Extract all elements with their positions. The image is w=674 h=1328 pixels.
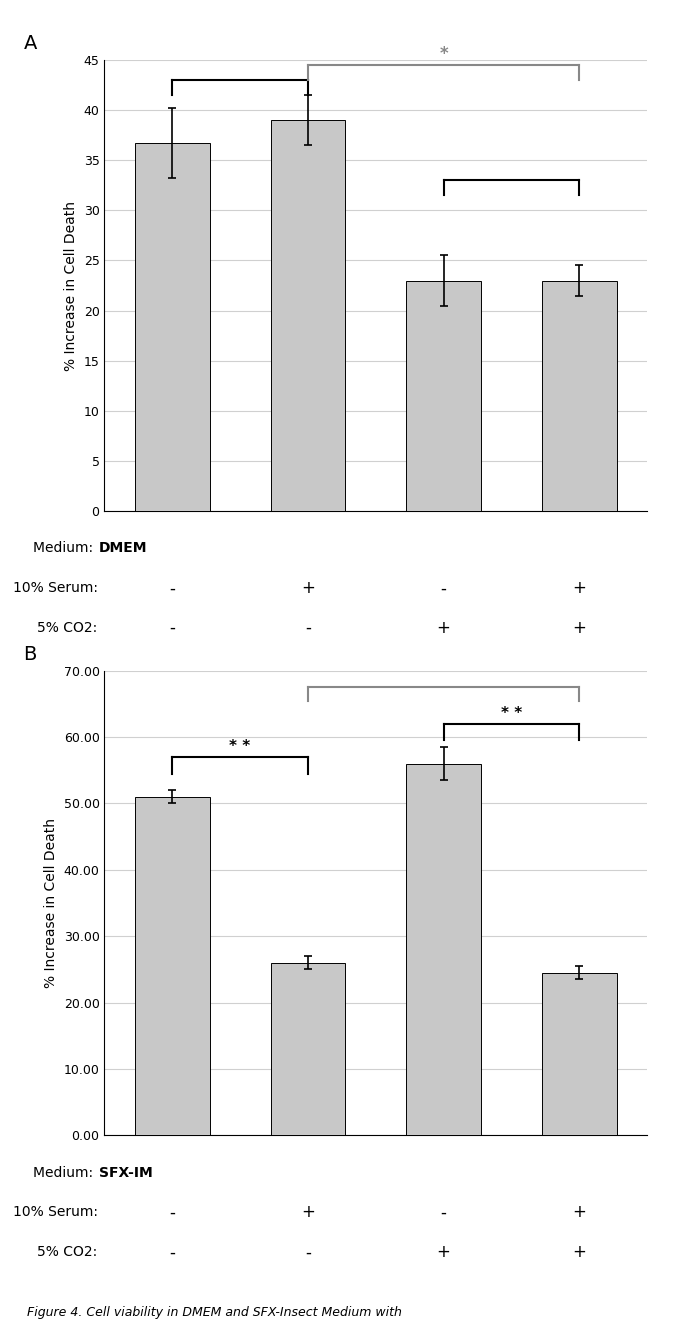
Bar [406,764,481,1135]
Text: 5% CO2:: 5% CO2: [38,1246,98,1259]
Text: +: + [572,579,586,598]
Y-axis label: % Increase in Cell Death: % Increase in Cell Death [44,818,58,988]
Text: -: - [441,1203,446,1222]
Text: DMEM: DMEM [99,542,148,555]
Text: +: + [572,1203,586,1222]
Bar [135,143,210,511]
Text: Medium:: Medium: [33,542,98,555]
Text: -: - [169,579,175,598]
Bar [406,280,481,511]
Text: A: A [24,35,37,53]
Bar [271,963,345,1135]
Text: Medium:: Medium: [33,1166,98,1179]
Text: Figure 4. Cell viability in DMEM and SFX-Insect Medium with: Figure 4. Cell viability in DMEM and SFX… [27,1305,402,1319]
Text: 10% Serum:: 10% Serum: [13,1206,98,1219]
Bar [135,797,210,1135]
Text: -: - [169,619,175,637]
Text: -: - [305,619,311,637]
Text: +: + [572,1243,586,1262]
Text: +: + [301,1203,315,1222]
Text: B: B [24,645,37,664]
Text: +: + [572,619,586,637]
Bar [271,120,345,511]
Text: -: - [169,1203,175,1222]
Y-axis label: % Increase in Cell Death: % Increase in Cell Death [64,201,78,371]
Text: 10% Serum:: 10% Serum: [13,582,98,595]
Text: *: * [439,45,448,62]
Text: * *: * * [501,706,522,721]
Bar [542,280,617,511]
Bar [542,972,617,1135]
Text: +: + [437,1243,450,1262]
Text: +: + [301,579,315,598]
Text: +: + [437,619,450,637]
Text: -: - [305,1243,311,1262]
Text: 5% CO2:: 5% CO2: [38,622,98,635]
Text: SFX-IM: SFX-IM [99,1166,153,1179]
Text: * *: * * [229,740,251,754]
Text: -: - [441,579,446,598]
Text: -: - [169,1243,175,1262]
